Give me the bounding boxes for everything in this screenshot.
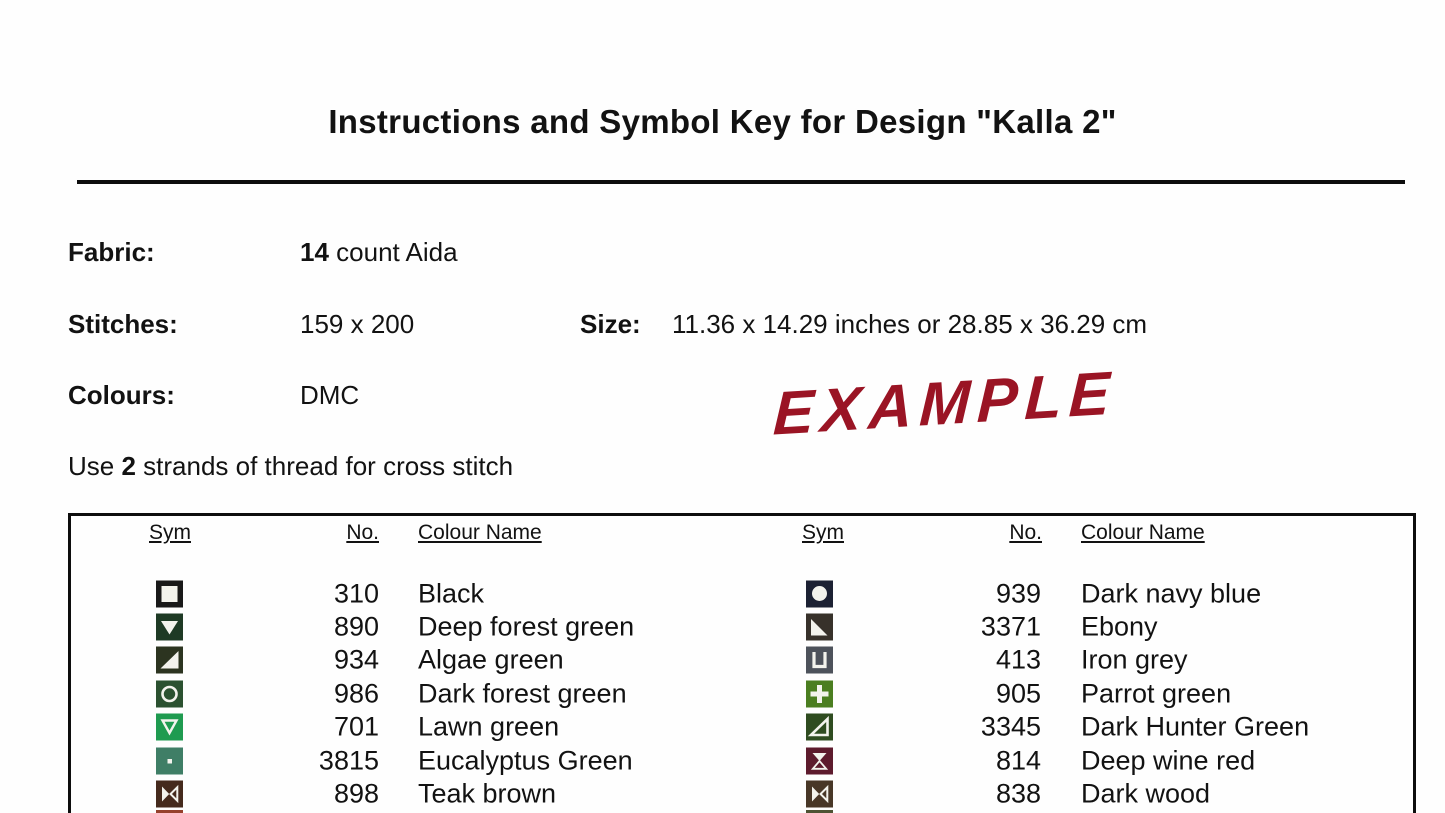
colour-number: 3815 — [318, 745, 379, 776]
plus-icon — [806, 680, 833, 708]
size-value: 11.36 x 14.29 inches or 28.85 x 36.29 cm — [672, 309, 1148, 339]
strands-suffix: strands of thread for cross stitch — [135, 451, 514, 481]
colours-line: Colours: DMC — [68, 380, 1428, 412]
colour-name: Iron grey — [1081, 644, 1188, 675]
white-square-icon — [156, 580, 183, 608]
colour-number: 986 — [333, 678, 379, 709]
outline-corner-triangle-icon — [806, 713, 833, 741]
key-row: 3815 Eucalyptus Green — [71, 744, 733, 777]
key-row: 986 Dark forest green — [71, 677, 733, 710]
key-row: 939 Dark navy blue — [733, 577, 1413, 610]
strands-prefix: Use — [68, 451, 122, 481]
fabric-value: 14 count Aida — [300, 237, 458, 268]
filled-corner-triangle-icon — [806, 613, 833, 641]
bowtie-icon — [156, 780, 183, 808]
no-column-header: No. — [346, 521, 379, 544]
key-row: 310 Black — [71, 577, 733, 610]
symbol-key-table: Sym No. Colour Name 310 Black 890 Deep fore… — [68, 513, 1416, 813]
fabric-line: Fabric: 14 count Aida — [68, 237, 1428, 269]
sym-column-header: Sym — [149, 521, 191, 544]
colour-number: 814 — [995, 745, 1041, 776]
key-row: 838 Dark wood — [733, 777, 1413, 810]
colour-number: 934 — [333, 644, 379, 675]
circle-outline-icon — [156, 680, 183, 708]
colour-name: Dark forest green — [418, 678, 627, 709]
key-table-right-half: Sym No. Colour Name 939 Dark navy blue 337… — [733, 516, 1413, 813]
key-row: 898 Teak brown — [71, 777, 733, 810]
colour-number: 898 — [333, 778, 379, 809]
key-row: 413 Iron grey — [733, 644, 1413, 677]
colour-number: 838 — [995, 778, 1041, 809]
key-row: 934 Algae green — [71, 644, 733, 677]
key-row: 3345 Dark Hunter Green — [733, 711, 1413, 744]
colour-number: 310 — [333, 578, 379, 609]
key-row: 905 Parrot green — [733, 677, 1413, 710]
small-dot-icon — [156, 747, 183, 775]
colour-number: 939 — [995, 578, 1041, 609]
colour-number: 3371 — [980, 611, 1041, 642]
next-row-symbol-partial — [156, 810, 183, 813]
sym-column-header: Sym — [802, 521, 844, 544]
key-rows-right: 939 Dark navy blue 3371 Ebony 413 Iron grey 90… — [733, 577, 1413, 811]
key-row: 701 Lawn green — [71, 711, 733, 744]
next-row-symbol-partial — [806, 810, 833, 813]
key-row: 814 Deep wine red — [733, 744, 1413, 777]
colour-name: Eucalyptus Green — [418, 745, 633, 776]
colour-name: Algae green — [418, 644, 564, 675]
key-table-header: Sym No. Colour Name — [71, 521, 733, 549]
colour-name: Dark navy blue — [1081, 578, 1262, 609]
name-column-header: Colour Name — [418, 521, 542, 544]
colour-name: Deep wine red — [1081, 745, 1256, 776]
colour-name: Dark wood — [1081, 778, 1211, 809]
fabric-rest: count Aida — [328, 237, 458, 267]
stitches-label: Stitches: — [68, 309, 178, 339]
fabric-count: 14 — [300, 237, 329, 267]
stitches-value: 159 x 200 — [300, 309, 415, 339]
no-column-header: No. — [1009, 521, 1042, 544]
colours-label: Colours: — [68, 380, 175, 410]
key-table-left-half: Sym No. Colour Name 310 Black 890 Deep fore… — [71, 516, 733, 813]
colour-name: Deep forest green — [418, 611, 635, 642]
strands-note: Use 2 strands of thread for cross stitch — [68, 451, 1428, 483]
colour-number: 3345 — [980, 711, 1041, 742]
colours-value: DMC — [300, 380, 360, 410]
key-row: 3371 Ebony — [733, 610, 1413, 643]
stitches-line: Stitches: 159 x 200 Size: 11.36 x 14.29 … — [68, 309, 1428, 341]
colour-name: Dark Hunter Green — [1081, 711, 1310, 742]
colour-name: Black — [418, 578, 485, 609]
title-separator-line — [77, 180, 1405, 184]
filled-corner-triangle-icon — [156, 646, 183, 674]
strands-count: 2 — [121, 451, 136, 481]
name-column-header: Colour Name — [1081, 521, 1205, 544]
filled-down-triangle-icon — [156, 613, 183, 641]
page-title: Instructions and Symbol Key for Design "… — [328, 103, 1117, 140]
key-row: 890 Deep forest green — [71, 610, 733, 643]
u-shape-icon — [806, 646, 833, 674]
size-label: Size: — [580, 309, 641, 339]
bowtie-icon — [806, 780, 833, 808]
fabric-label: Fabric: — [68, 237, 155, 267]
colour-number: 701 — [333, 711, 379, 742]
colour-name: Ebony — [1081, 611, 1158, 642]
outline-down-triangle-icon — [156, 713, 183, 741]
colour-number: 905 — [995, 678, 1041, 709]
colour-number: 413 — [995, 644, 1041, 675]
key-table-header: Sym No. Colour Name — [733, 521, 1413, 549]
hourglass-icon — [806, 747, 833, 775]
filled-circle-icon — [806, 580, 833, 608]
colour-name: Lawn green — [418, 711, 560, 742]
colour-number: 890 — [333, 611, 379, 642]
key-rows-left: 310 Black 890 Deep forest green 934 Algae gre… — [71, 577, 733, 811]
colour-name: Parrot green — [1081, 678, 1232, 709]
colour-name: Teak brown — [418, 778, 557, 809]
example-watermark: EXAMPLE — [771, 358, 1119, 448]
